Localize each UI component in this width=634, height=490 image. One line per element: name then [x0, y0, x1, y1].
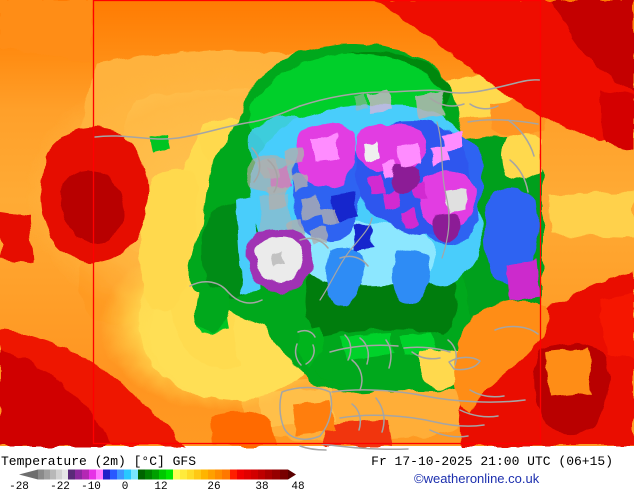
svg-text:-28: -28: [9, 481, 29, 490]
svg-text:48: 48: [291, 481, 304, 490]
svg-text:0: 0: [122, 481, 129, 490]
svg-text:12: 12: [154, 481, 167, 490]
svg-text:-22: -22: [50, 481, 70, 490]
svg-text:26: 26: [207, 481, 220, 490]
svg-text:-10: -10: [81, 481, 101, 490]
svg-text:38: 38: [255, 481, 268, 490]
